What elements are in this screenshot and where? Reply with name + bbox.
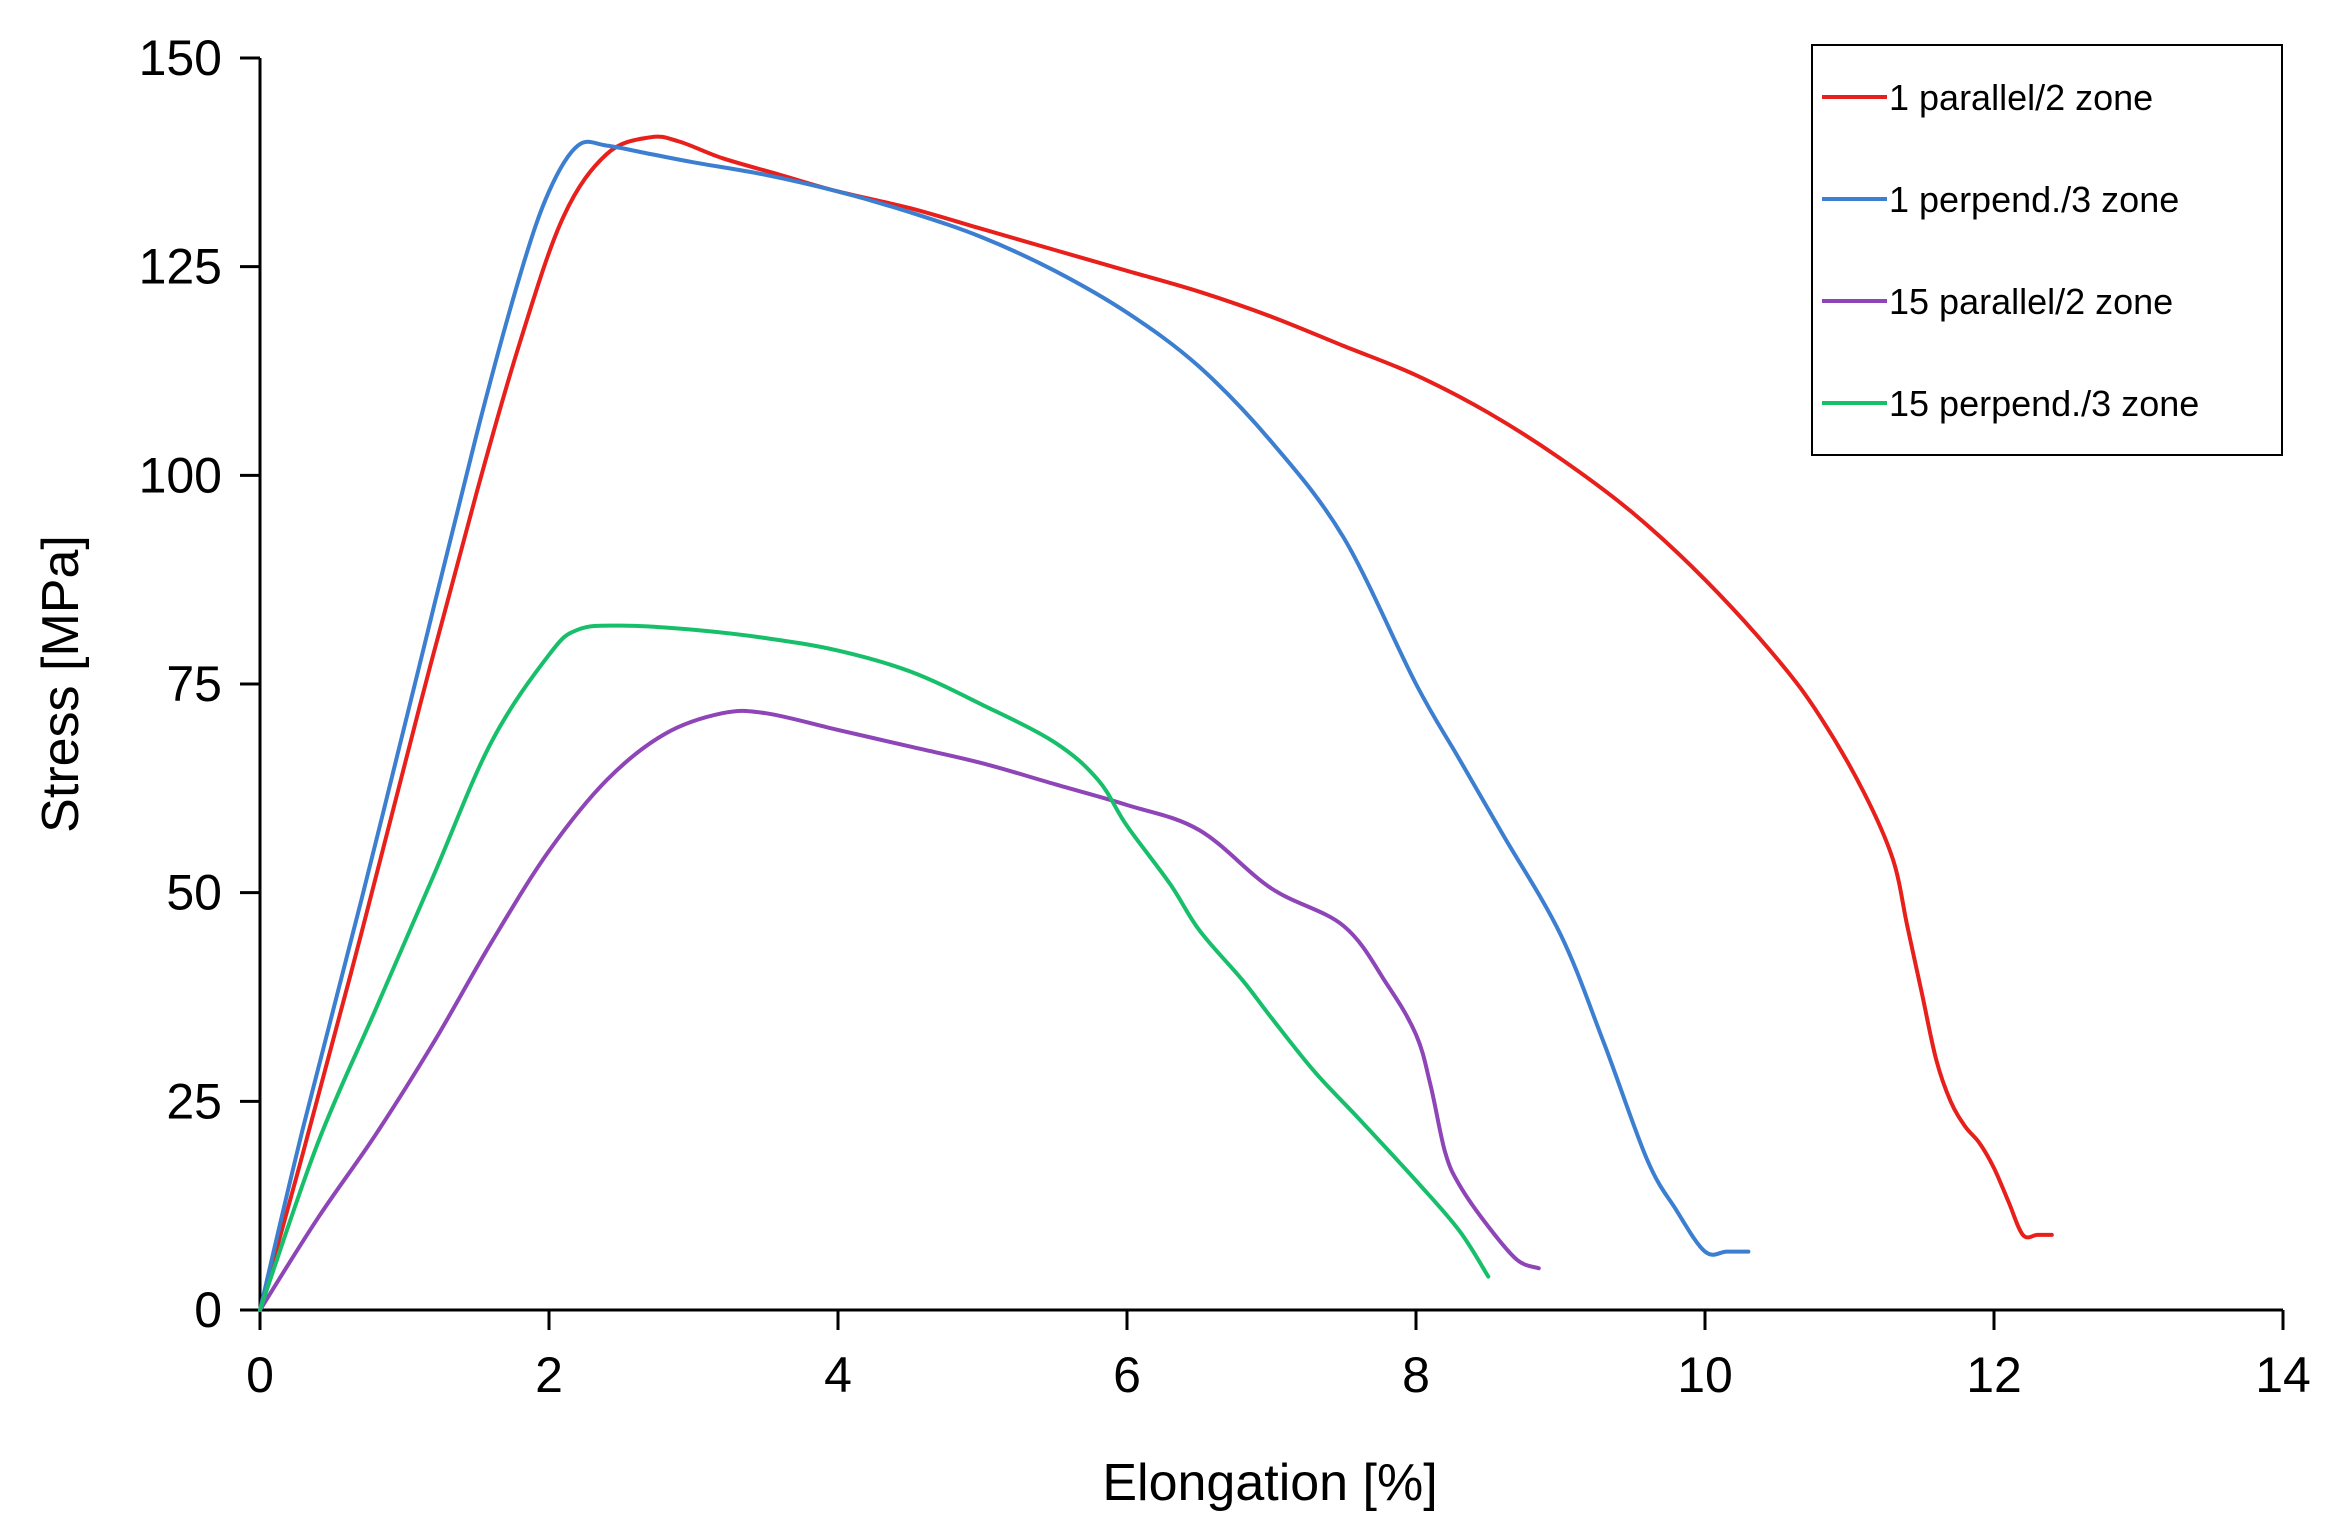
x-tick-label: 2 bbox=[535, 1347, 563, 1403]
y-tick-label: 75 bbox=[166, 656, 222, 712]
legend-label: 15 parallel/2 zone bbox=[1889, 281, 2173, 322]
y-tick-label: 25 bbox=[166, 1073, 222, 1129]
plot-series bbox=[258, 134, 2054, 1312]
y-tick-label: 0 bbox=[194, 1282, 222, 1338]
legend-box bbox=[1811, 44, 2283, 456]
y-tick-label: 150 bbox=[139, 30, 222, 86]
x-tick-label: 12 bbox=[1966, 1347, 2022, 1403]
y-tick-label: 125 bbox=[139, 239, 222, 295]
legend-label: 1 perpend./3 zone bbox=[1889, 179, 2179, 220]
x-tick-label: 10 bbox=[1677, 1347, 1733, 1403]
series-line-1 bbox=[258, 134, 2054, 1312]
legend-label: 15 perpend./3 zone bbox=[1889, 383, 2199, 424]
x-ticks: 0 2 4 6 8 10 12 14 bbox=[246, 1310, 2311, 1403]
series-line-2 bbox=[258, 139, 1751, 1312]
legend-label: 1 parallel/2 zone bbox=[1889, 77, 2153, 118]
x-tick-label: 4 bbox=[824, 1347, 852, 1403]
y-tick-label: 50 bbox=[166, 865, 222, 921]
x-tick-label: 0 bbox=[246, 1347, 274, 1403]
series-line-4 bbox=[258, 623, 1491, 1312]
legend: 1 parallel/2 zone 1 perpend./3 zone 15 par… bbox=[1811, 44, 2283, 456]
series-line-3 bbox=[258, 708, 1541, 1312]
x-axis-title: Elongation [%] bbox=[1102, 1454, 1437, 1512]
x-tick-label: 14 bbox=[2255, 1347, 2311, 1403]
y-tick-label: 100 bbox=[139, 447, 222, 503]
x-tick-label: 6 bbox=[1113, 1347, 1141, 1403]
y-ticks: 0 25 50 75 100 125 150 bbox=[139, 30, 260, 1338]
x-tick-label: 8 bbox=[1402, 1347, 1430, 1403]
y-axis-title: Stress [MPa] bbox=[32, 535, 90, 833]
